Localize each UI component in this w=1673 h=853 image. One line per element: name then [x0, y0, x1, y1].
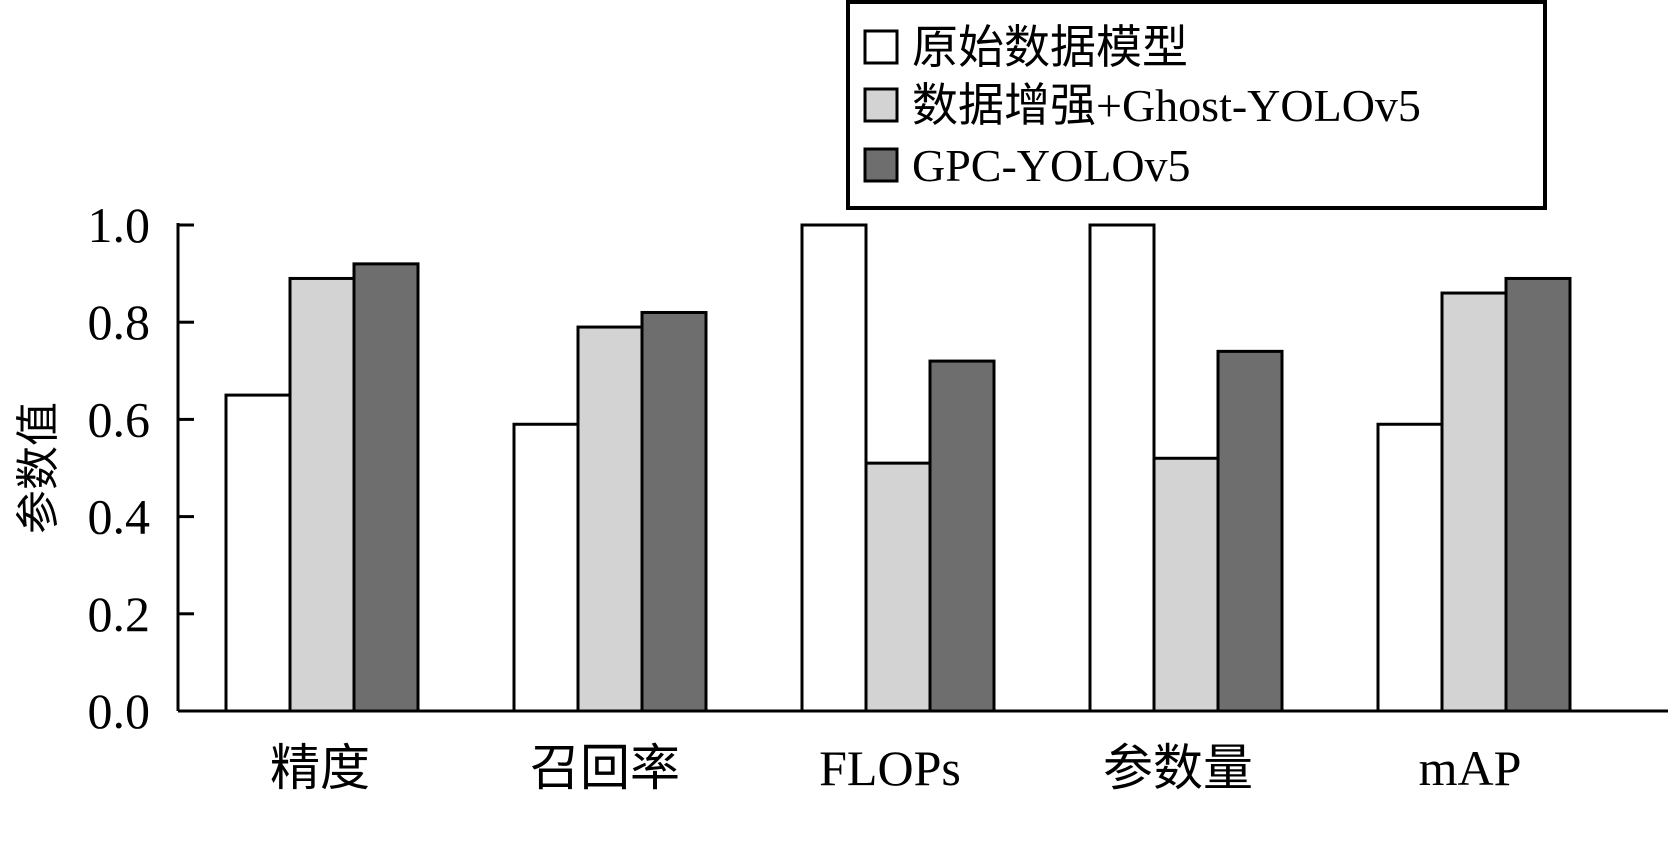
- bar: [864, 461, 932, 713]
- bar: [512, 422, 580, 713]
- bar: [1376, 422, 1444, 713]
- axes-layer: [176, 223, 1668, 713]
- y-tick-label: 0.8: [88, 294, 151, 350]
- bar: [352, 262, 420, 713]
- y-tick-label: 0.2: [88, 586, 151, 642]
- y-axis-title: 参数值: [13, 402, 64, 534]
- category-label: 精度: [270, 740, 370, 796]
- bar: [1152, 456, 1220, 713]
- category-label: FLOPs: [819, 740, 961, 796]
- legend-box: [846, 0, 1547, 210]
- bar: [1216, 349, 1284, 713]
- y-tick-label: 0.4: [88, 489, 151, 545]
- y-tick-label: 1.0: [88, 197, 151, 253]
- y-ticks: 0.0 0.2 0.4 0.6 0.8 1.0: [88, 197, 194, 739]
- category-labels: 精度 召回率 FLOPs 参数量 mAP: [270, 740, 1521, 796]
- legend-swatch: [863, 147, 899, 183]
- y-tick-label: 0.6: [88, 391, 151, 447]
- bar: [800, 223, 868, 713]
- bar: [640, 310, 708, 713]
- category-label: 参数量: [1103, 740, 1253, 796]
- bar: [1088, 223, 1156, 713]
- category-label: 召回率: [530, 740, 680, 796]
- bars-layer: [224, 223, 1572, 713]
- legend-swatch: [863, 29, 899, 65]
- legend-label: GPC-YOLOv5: [912, 140, 1191, 191]
- legend-swatch: [863, 87, 899, 123]
- bar: [1504, 276, 1572, 713]
- category-label: mAP: [1419, 740, 1522, 796]
- bar: [576, 325, 644, 713]
- y-tick-label: 0.0: [88, 683, 151, 739]
- legend-label: 原始数据模型: [912, 22, 1188, 73]
- legend-label: 数据增强+Ghost-YOLOv5: [912, 80, 1421, 131]
- bar: [1440, 291, 1508, 713]
- bar: [288, 276, 356, 713]
- bar: [224, 393, 292, 713]
- bar: [928, 359, 996, 713]
